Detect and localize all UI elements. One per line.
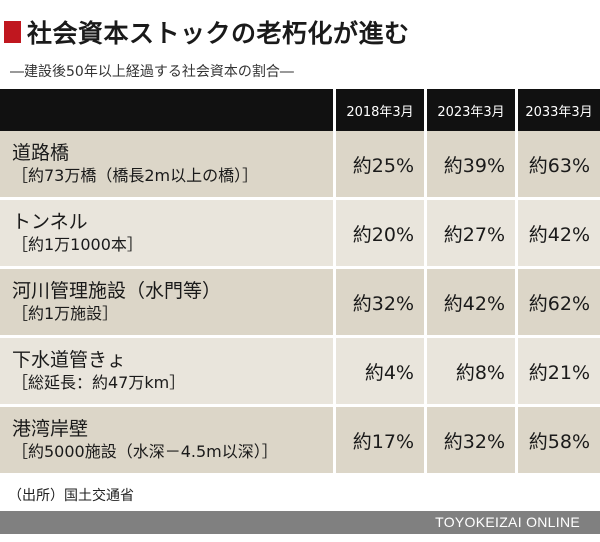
cell-value: 約21% bbox=[515, 335, 600, 404]
column-header: 2023年3月 bbox=[424, 89, 515, 131]
table-row: 下水道管きょ ［総延長：約47万km］ 約4% 約8% 約21% bbox=[0, 335, 600, 404]
chart-title: 社会資本ストックの老朽化が進む bbox=[27, 19, 410, 48]
row-label: 港湾岸壁 ［約5000施設（水深－4.5m以深）］ bbox=[0, 404, 333, 473]
chart-subtitle: ―建設後50年以上経過する社会資本の割合― bbox=[10, 64, 294, 80]
cell-value: 約25% bbox=[333, 131, 424, 197]
cell-value: 約17% bbox=[333, 404, 424, 473]
table-row: 河川管理施設（水門等） ［約1万施設］ 約32% 約42% 約62% bbox=[0, 266, 600, 335]
column-header: 2033年3月 bbox=[515, 89, 600, 131]
cell-value: 約4% bbox=[333, 335, 424, 404]
cell-value: 約20% bbox=[333, 197, 424, 266]
row-label: 下水道管きょ ［総延長：約47万km］ bbox=[0, 335, 333, 404]
cell-value: 約63% bbox=[515, 131, 600, 197]
row-name: 港湾岸壁 bbox=[12, 418, 89, 440]
footer-bar: TOYOKEIZAI ONLINE bbox=[0, 511, 600, 534]
row-name: 道路橋 bbox=[12, 142, 70, 164]
cell-value: 約39% bbox=[424, 131, 515, 197]
row-sub: ［約73万橋（橋長2m以上の橋）］ bbox=[12, 166, 259, 185]
table-row: トンネル ［約1万1000本］ 約20% 約27% 約42% bbox=[0, 197, 600, 266]
row-sub: ［約1万施設］ bbox=[12, 304, 119, 323]
source-note: （出所）国土交通省 bbox=[8, 488, 134, 504]
row-name: トンネル bbox=[12, 211, 88, 233]
footer-brand: TOYOKEIZAI ONLINE bbox=[435, 514, 580, 530]
cell-value: 約42% bbox=[515, 197, 600, 266]
cell-value: 約27% bbox=[424, 197, 515, 266]
cell-value: 約32% bbox=[424, 404, 515, 473]
data-table: 2018年3月 2023年3月 2033年3月 道路橋 ［約73万橋（橋長2m以… bbox=[0, 89, 600, 473]
cell-value: 約62% bbox=[515, 266, 600, 335]
row-sub: ［総延長：約47万km］ bbox=[12, 373, 186, 392]
row-label: トンネル ［約1万1000本］ bbox=[0, 197, 333, 266]
row-name: 河川管理施設（水門等） bbox=[12, 280, 222, 302]
row-sub: ［約1万1000本］ bbox=[12, 235, 143, 254]
row-label: 河川管理施設（水門等） ［約1万施設］ bbox=[0, 266, 333, 335]
cell-value: 約8% bbox=[424, 335, 515, 404]
table-row: 港湾岸壁 ［約5000施設（水深－4.5m以深）］ 約17% 約32% 約58% bbox=[0, 404, 600, 473]
header-row: 2018年3月 2023年3月 2033年3月 bbox=[0, 89, 600, 131]
cell-value: 約42% bbox=[424, 266, 515, 335]
row-label: 道路橋 ［約73万橋（橋長2m以上の橋）］ bbox=[0, 131, 333, 197]
table-row: 道路橋 ［約73万橋（橋長2m以上の橋）］ 約25% 約39% 約63% bbox=[0, 131, 600, 197]
cell-value: 約32% bbox=[333, 266, 424, 335]
row-name: 下水道管きょ bbox=[12, 349, 127, 371]
title-marker bbox=[4, 21, 21, 43]
row-sub: ［約5000施設（水深－4.5m以深）］ bbox=[12, 442, 278, 461]
cell-value: 約58% bbox=[515, 404, 600, 473]
header-blank bbox=[0, 89, 333, 131]
title-block: 社会資本ストックの老朽化が進む bbox=[4, 14, 410, 50]
column-header: 2018年3月 bbox=[333, 89, 424, 131]
